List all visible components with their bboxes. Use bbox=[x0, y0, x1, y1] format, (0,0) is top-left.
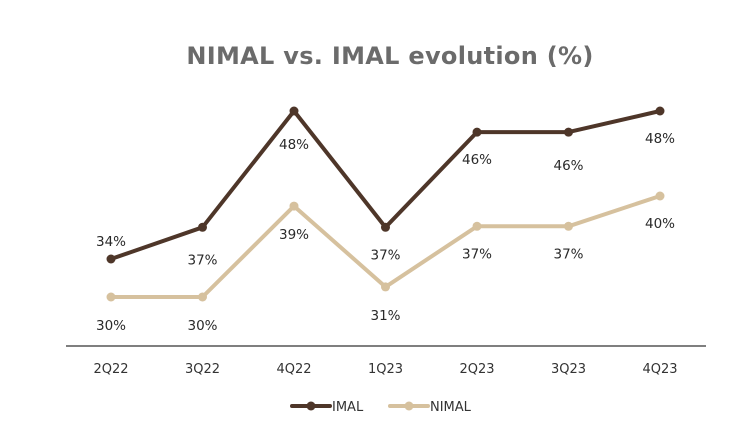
nimal-point bbox=[198, 292, 207, 302]
series-layer bbox=[106, 106, 665, 302]
imal-point bbox=[289, 106, 299, 116]
data-labels-layer: 30% 30% 39% 31% 37% 37% 40% 34% 37% 48% 37% 46% 46% 4… bbox=[96, 131, 675, 334]
nimal-point bbox=[106, 292, 116, 302]
legend-nimal-swatch-marker bbox=[404, 401, 414, 411]
chart-title: NIMAL vs. IMAL evolution (%) bbox=[186, 42, 594, 70]
x-tick-label: 2Q23 bbox=[459, 362, 494, 377]
nimal-point bbox=[289, 201, 299, 211]
legend: IMAL NIMAL bbox=[290, 400, 472, 415]
nimal-point bbox=[472, 221, 482, 231]
x-axis-ticks: 2Q22 3Q22 4Q22 1Q23 2Q23 3Q23 4Q23 bbox=[93, 362, 677, 377]
legend-imal-swatch-marker bbox=[306, 401, 316, 411]
imal-data-label: 46% bbox=[553, 158, 583, 174]
imal-data-label: 34% bbox=[96, 234, 126, 250]
imal-point bbox=[655, 106, 665, 116]
imal-point bbox=[106, 254, 116, 264]
x-tick-label: 4Q22 bbox=[276, 362, 311, 377]
imal-data-label: 48% bbox=[645, 131, 675, 147]
imal-point bbox=[564, 127, 573, 137]
imal-point bbox=[198, 222, 207, 232]
nimal-data-label: 37% bbox=[553, 246, 583, 262]
imal-data-label: 46% bbox=[462, 152, 492, 168]
nimal-data-label: 31% bbox=[370, 308, 400, 324]
x-tick-label: 3Q23 bbox=[551, 362, 586, 377]
nimal-point bbox=[564, 221, 573, 231]
nimal-data-label: 30% bbox=[187, 318, 217, 334]
x-tick-label: 1Q23 bbox=[368, 362, 403, 377]
imal-point bbox=[381, 222, 390, 232]
imal-series-line bbox=[109, 109, 662, 261]
legend-nimal-label: NIMAL bbox=[430, 400, 472, 415]
legend-imal-label: IMAL bbox=[332, 400, 364, 415]
nimal-data-label: 39% bbox=[279, 227, 309, 243]
imal-data-label: 37% bbox=[187, 252, 217, 268]
nimal-data-label: 40% bbox=[645, 216, 675, 232]
nimal-data-label: 30% bbox=[96, 318, 126, 334]
nimal-data-label: 37% bbox=[462, 246, 492, 262]
nimal-point bbox=[381, 282, 390, 292]
x-tick-label: 3Q22 bbox=[185, 362, 220, 377]
imal-data-label: 48% bbox=[279, 137, 309, 153]
x-tick-label: 2Q22 bbox=[93, 362, 128, 377]
x-tick-label: 4Q23 bbox=[642, 362, 677, 377]
nimal-point bbox=[655, 191, 665, 201]
imal-data-label: 37% bbox=[370, 247, 400, 263]
imal-point bbox=[472, 127, 482, 137]
